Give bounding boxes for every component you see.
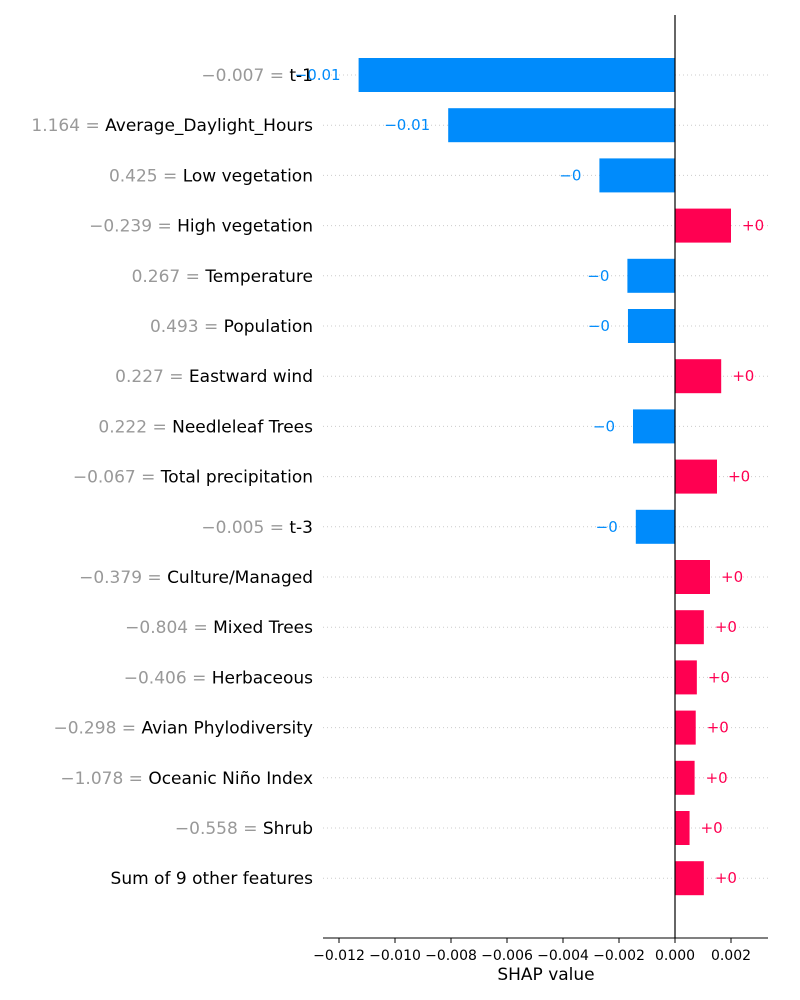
bar-value-label: +0: [708, 668, 730, 686]
feature-value: −0.239 =: [89, 217, 177, 237]
bar: [448, 108, 675, 143]
bar-value-label: −0.01: [384, 116, 430, 134]
bar-value-label: +0: [728, 468, 750, 486]
feature-value: 0.425 =: [109, 166, 183, 186]
feature-label: 0.493 = Population: [150, 317, 313, 337]
bar-value-label: −0.01: [295, 66, 341, 84]
bar-value-label: +0: [742, 217, 764, 235]
feature-name: High vegetation: [177, 217, 313, 237]
feature-label: −0.239 = High vegetation: [89, 217, 313, 237]
feature-label: −0.007 = t-1: [201, 66, 313, 86]
feature-label: 0.227 = Eastward wind: [115, 367, 313, 387]
feature-name: Shrub: [263, 819, 313, 839]
feature-labels: −0.01−0.007 = t-1−0.011.164 = Average_Da…: [31, 66, 764, 889]
x-tick-label: −0.006: [481, 948, 533, 964]
x-tick-label: −0.004: [537, 948, 589, 964]
x-tick-label: 0.000: [655, 948, 695, 964]
feature-value: 0.227 =: [115, 367, 189, 387]
feature-value: −0.558 =: [175, 819, 263, 839]
bar-value-label: −0: [588, 317, 610, 335]
feature-label: Sum of 9 other features: [111, 869, 314, 889]
bar: [675, 359, 722, 394]
x-tick-label: −0.012: [313, 948, 365, 964]
bar-value-label: +0: [706, 769, 728, 787]
bar: [599, 158, 675, 193]
bar-value-label: +0: [701, 819, 723, 837]
x-tick-label: 0.002: [711, 948, 751, 964]
feature-name: Sum of 9 other features: [111, 869, 314, 889]
bar-value-label: −0: [559, 166, 581, 184]
feature-label: −0.005 = t-3: [201, 518, 313, 538]
bar-value-label: +0: [715, 869, 737, 887]
x-tick-label: −0.010: [369, 948, 421, 964]
feature-value: −0.379 =: [79, 568, 167, 588]
feature-label: −0.298 = Avian Phylodiversity: [53, 719, 313, 739]
feature-label: 0.267 = Temperature: [132, 267, 313, 287]
feature-name: Eastward wind: [189, 367, 313, 387]
feature-label: −0.558 = Shrub: [175, 819, 313, 839]
feature-value: 0.222 =: [98, 417, 172, 437]
bar: [675, 710, 696, 745]
feature-value: 1.164 =: [31, 116, 105, 136]
feature-name: Population: [224, 317, 313, 337]
bar: [627, 258, 675, 293]
feature-label: 0.222 = Needleleaf Trees: [98, 417, 313, 437]
feature-name: Low vegetation: [183, 166, 313, 186]
feature-label: −1.078 = Oceanic Niño Index: [60, 769, 313, 789]
bar-value-label: +0: [707, 719, 729, 737]
feature-label: −0.406 = Herbaceous: [124, 668, 313, 688]
feature-name: Herbaceous: [212, 668, 313, 688]
feature-label: −0.804 = Mixed Trees: [125, 618, 313, 638]
x-axis-label: SHAP value: [497, 965, 594, 985]
feature-value: −1.078 =: [60, 769, 148, 789]
feature-value: −0.298 =: [53, 719, 141, 739]
bar: [675, 811, 690, 845]
x-tick-label: −0.002: [593, 948, 645, 964]
feature-value: 0.493 =: [150, 317, 224, 337]
feature-value: −0.804 =: [125, 618, 213, 638]
feature-name: Avian Phylodiversity: [141, 719, 313, 739]
x-axis: −0.012 −0.010 −0.008 −0.006 −0.004 −0.002 0.00…: [313, 15, 768, 964]
bar: [627, 309, 675, 343]
bar: [635, 509, 675, 544]
bar-value-label: −0: [587, 267, 609, 285]
feature-value: −0.067 =: [73, 468, 161, 488]
feature-name: Culture/Managed: [167, 568, 313, 588]
feature-name: Total precipitation: [160, 468, 313, 488]
bar: [675, 760, 695, 795]
feature-value: −0.007 =: [201, 66, 289, 86]
bar-value-label: +0: [732, 367, 754, 385]
feature-name: Average_Daylight_Hours: [105, 116, 313, 136]
feature-value: −0.005 =: [201, 518, 289, 538]
bar: [675, 459, 717, 494]
feature-name: Mixed Trees: [213, 618, 313, 638]
bar: [675, 861, 704, 896]
bar: [675, 560, 710, 594]
bar: [358, 58, 675, 92]
feature-name: t-3: [289, 518, 313, 538]
bar-value-label: −0: [596, 518, 618, 536]
bar: [675, 660, 697, 695]
feature-label: 0.425 = Low vegetation: [109, 166, 313, 186]
bar-value-label: +0: [721, 568, 743, 586]
feature-value: −0.406 =: [124, 668, 212, 688]
feature-label: −0.379 = Culture/Managed: [79, 568, 313, 588]
bar: [675, 208, 731, 243]
bar-value-label: −0: [593, 417, 615, 435]
feature-name: Needleleaf Trees: [172, 417, 313, 437]
bars: [358, 58, 731, 896]
feature-value: 0.267 =: [132, 267, 206, 287]
x-tick-label: −0.008: [425, 948, 477, 964]
bar: [675, 610, 704, 645]
feature-name: Temperature: [204, 267, 313, 287]
bar-value-label: +0: [715, 618, 737, 636]
feature-label: 1.164 = Average_Daylight_Hours: [31, 116, 313, 136]
feature-name: Oceanic Niño Index: [148, 769, 313, 789]
feature-label: −0.067 = Total precipitation: [73, 468, 313, 488]
feature-name: t-1: [289, 66, 313, 86]
bar: [633, 409, 675, 444]
